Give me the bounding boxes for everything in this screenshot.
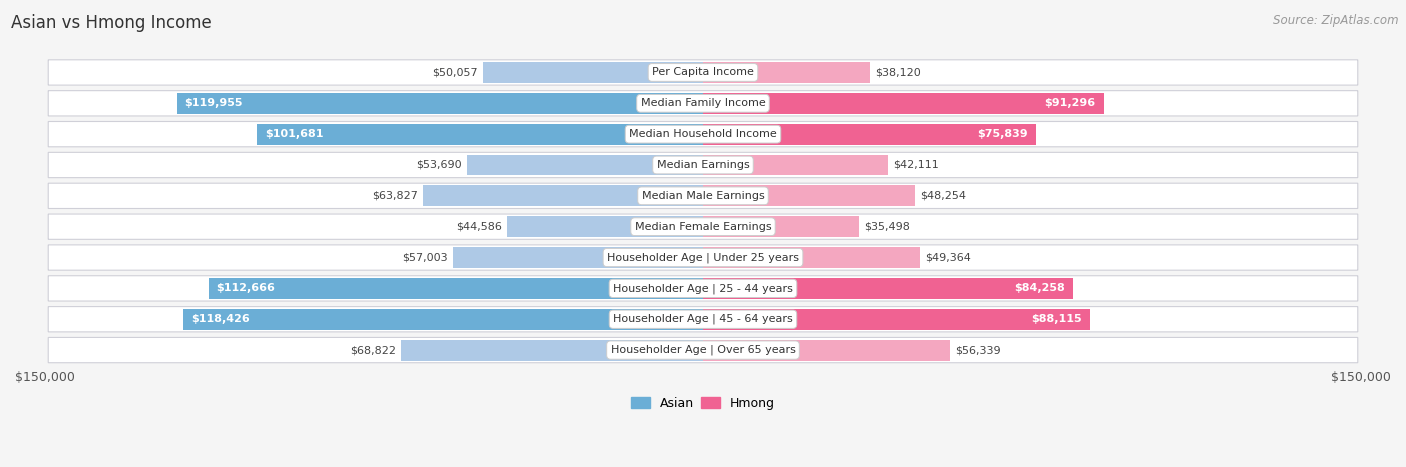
- Text: $38,120: $38,120: [876, 67, 921, 78]
- Bar: [401, 340, 703, 361]
- Text: Median Male Earnings: Median Male Earnings: [641, 191, 765, 201]
- Text: Asian vs Hmong Income: Asian vs Hmong Income: [11, 14, 212, 32]
- Bar: [703, 93, 1104, 114]
- FancyBboxPatch shape: [48, 214, 1358, 240]
- FancyBboxPatch shape: [48, 276, 1358, 301]
- Text: $91,296: $91,296: [1045, 98, 1095, 108]
- Text: $44,586: $44,586: [457, 222, 502, 232]
- Bar: [703, 309, 1090, 330]
- Bar: [703, 247, 920, 268]
- Text: Median Household Income: Median Household Income: [628, 129, 778, 139]
- Text: $68,822: $68,822: [350, 345, 396, 355]
- Text: $118,426: $118,426: [191, 314, 250, 324]
- Bar: [703, 62, 870, 83]
- Text: $84,258: $84,258: [1014, 283, 1064, 293]
- FancyBboxPatch shape: [48, 306, 1358, 332]
- Bar: [467, 155, 703, 176]
- Bar: [453, 247, 703, 268]
- FancyBboxPatch shape: [48, 91, 1358, 116]
- Text: $56,339: $56,339: [956, 345, 1001, 355]
- Text: Median Family Income: Median Family Income: [641, 98, 765, 108]
- Text: $101,681: $101,681: [264, 129, 323, 139]
- Text: $88,115: $88,115: [1031, 314, 1081, 324]
- FancyBboxPatch shape: [48, 245, 1358, 270]
- Bar: [208, 278, 703, 299]
- Text: Householder Age | 45 - 64 years: Householder Age | 45 - 64 years: [613, 314, 793, 325]
- Text: $42,111: $42,111: [893, 160, 939, 170]
- Bar: [484, 62, 703, 83]
- Text: $53,690: $53,690: [416, 160, 463, 170]
- Text: $57,003: $57,003: [402, 253, 447, 262]
- Text: $48,254: $48,254: [920, 191, 966, 201]
- Text: Median Earnings: Median Earnings: [657, 160, 749, 170]
- Text: $63,827: $63,827: [371, 191, 418, 201]
- Text: Householder Age | Over 65 years: Householder Age | Over 65 years: [610, 345, 796, 355]
- FancyBboxPatch shape: [48, 152, 1358, 177]
- Text: $50,057: $50,057: [433, 67, 478, 78]
- FancyBboxPatch shape: [48, 183, 1358, 208]
- Bar: [703, 278, 1073, 299]
- Bar: [703, 340, 950, 361]
- Bar: [703, 216, 859, 237]
- Bar: [703, 155, 887, 176]
- FancyBboxPatch shape: [48, 338, 1358, 363]
- FancyBboxPatch shape: [48, 60, 1358, 85]
- Text: Householder Age | 25 - 44 years: Householder Age | 25 - 44 years: [613, 283, 793, 294]
- Bar: [257, 124, 703, 145]
- Text: $35,498: $35,498: [865, 222, 910, 232]
- Text: $75,839: $75,839: [977, 129, 1028, 139]
- Text: $119,955: $119,955: [184, 98, 243, 108]
- Bar: [183, 309, 703, 330]
- Bar: [423, 185, 703, 206]
- FancyBboxPatch shape: [48, 121, 1358, 147]
- Bar: [703, 124, 1036, 145]
- Text: Median Female Earnings: Median Female Earnings: [634, 222, 772, 232]
- Text: Householder Age | Under 25 years: Householder Age | Under 25 years: [607, 252, 799, 263]
- Bar: [177, 93, 703, 114]
- Bar: [703, 185, 915, 206]
- Bar: [508, 216, 703, 237]
- Text: $112,666: $112,666: [217, 283, 276, 293]
- Legend: Asian, Hmong: Asian, Hmong: [626, 392, 780, 415]
- Text: Source: ZipAtlas.com: Source: ZipAtlas.com: [1274, 14, 1399, 27]
- Text: $49,364: $49,364: [925, 253, 970, 262]
- Text: Per Capita Income: Per Capita Income: [652, 67, 754, 78]
